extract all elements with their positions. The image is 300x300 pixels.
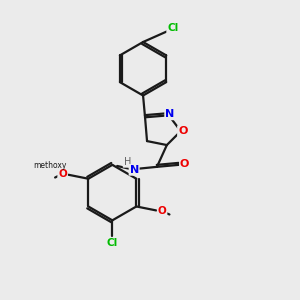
Text: O: O xyxy=(58,169,67,179)
Text: O: O xyxy=(180,159,189,169)
Text: N: N xyxy=(130,165,139,175)
Text: N: N xyxy=(165,109,174,119)
Text: methoxy: methoxy xyxy=(51,179,75,184)
Text: O: O xyxy=(158,206,167,216)
Text: methoxy: methoxy xyxy=(33,161,66,170)
Text: Cl: Cl xyxy=(107,238,118,248)
Text: O: O xyxy=(178,126,188,136)
Text: Cl: Cl xyxy=(167,23,178,33)
Text: H: H xyxy=(124,157,131,167)
Text: methoxy: methoxy xyxy=(177,215,201,220)
